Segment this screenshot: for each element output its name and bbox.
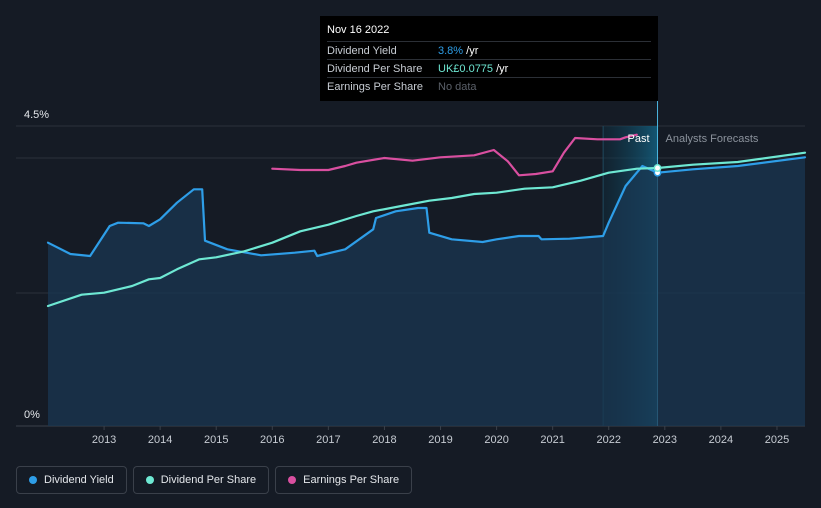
legend-dot-icon	[145, 476, 154, 484]
tooltip-value: 3.8%	[438, 44, 464, 57]
tooltip-label: Dividend Per Share	[327, 62, 423, 75]
y-tick-label: 0%	[24, 409, 40, 421]
x-tick-label: 2016	[260, 434, 284, 446]
tooltip-unit: /yr	[493, 62, 509, 75]
legend-label: Earnings Per Share	[303, 474, 400, 486]
legend-earnings-per-share[interactable]: Earnings Per Share	[275, 466, 413, 494]
dividend-yield-area	[48, 157, 805, 427]
tooltip-row-earnings-per-share: Earnings Per Share No data	[327, 77, 651, 95]
x-tick-label: 2023	[653, 434, 677, 446]
y-tick-label: 4.5%	[24, 109, 49, 121]
tooltip-unit: /yr	[463, 44, 479, 57]
tooltip-date: Nov 16 2022	[327, 24, 390, 36]
legend-label: Dividend Yield	[44, 474, 114, 486]
earnings-per-share-line	[271, 133, 638, 177]
tooltip-row-dividend-yield: Dividend Yield 3.8% /yr	[327, 41, 651, 59]
point-marker	[653, 164, 662, 172]
legend-dot-icon	[29, 476, 37, 484]
x-tick-label: 2014	[148, 434, 172, 446]
chart-legend: Dividend Yield Dividend Per Share Earnin…	[16, 466, 413, 494]
x-tick-label: 2013	[92, 434, 116, 446]
dividend-yield-line	[46, 156, 807, 258]
x-tick-label: 2025	[765, 434, 789, 446]
past-label: Past	[628, 133, 650, 145]
legend-dividend-per-share[interactable]: Dividend Per Share	[132, 466, 270, 494]
tooltip-value: UK£0.0775	[438, 62, 494, 75]
x-tick-label: 2024	[709, 434, 733, 446]
x-tick-label: 2020	[484, 434, 508, 446]
forecast-label: Analysts Forecasts	[666, 133, 759, 145]
tooltip-label: Dividend Yield	[327, 44, 397, 57]
x-tick-label: 2017	[316, 434, 340, 446]
dividend-per-share-line	[46, 151, 807, 308]
tooltip-label: Earnings Per Share	[327, 80, 423, 93]
x-tick-label: 2022	[596, 434, 620, 446]
tooltip-value: No data	[438, 80, 477, 93]
x-tick-label: 2018	[372, 434, 396, 446]
legend-dot-icon	[288, 476, 297, 484]
x-tick-label: 2015	[204, 434, 228, 446]
x-tick-label: 2019	[428, 434, 452, 446]
legend-dividend-yield[interactable]: Dividend Yield	[16, 466, 127, 494]
chart-tooltip: Nov 16 2022 Dividend Yield 3.8% /yr Divi…	[320, 16, 658, 101]
x-tick-label: 2021	[540, 434, 564, 446]
tooltip-row-dividend-per-share: Dividend Per Share UK£0.0775 /yr	[327, 59, 651, 77]
legend-label: Dividend Per Share	[160, 474, 257, 486]
